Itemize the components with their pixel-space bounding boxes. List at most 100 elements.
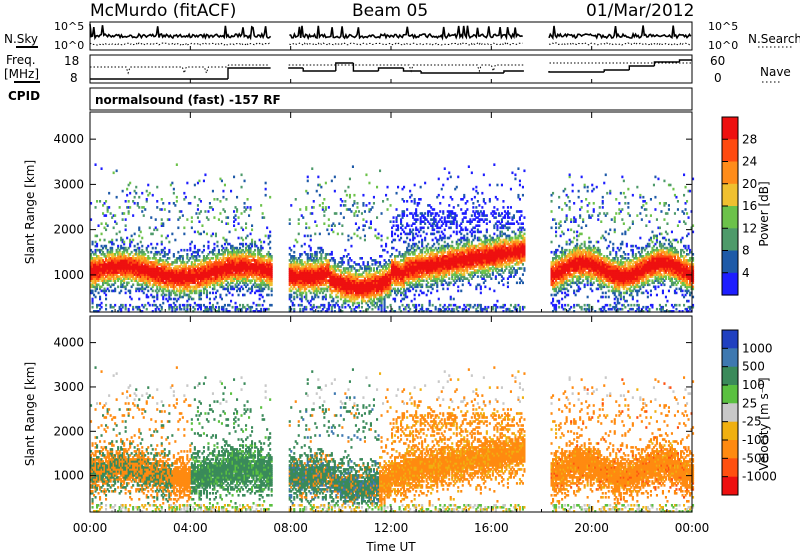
power-cell (344, 200, 346, 203)
power-cell (418, 304, 420, 307)
power-cell (146, 190, 148, 193)
power-cell (358, 227, 360, 230)
power-cell (186, 182, 188, 185)
power-cell (361, 306, 363, 309)
power-cell (176, 196, 178, 199)
power-cell (209, 298, 211, 301)
power-cell (225, 239, 227, 242)
power-cell (304, 235, 306, 238)
power-cell (346, 194, 348, 197)
power-cell (138, 306, 140, 309)
power-cell (350, 259, 352, 262)
power-cell (322, 202, 324, 205)
power-cell (149, 227, 151, 230)
power-cell (450, 282, 452, 285)
power-cell (319, 194, 321, 197)
power-cell (409, 308, 411, 311)
power-cell (149, 257, 151, 260)
power-cell (99, 200, 101, 203)
power-cell (117, 286, 119, 289)
power-cell (177, 227, 179, 230)
power-cell (203, 245, 205, 248)
power-cell (364, 224, 366, 227)
power-cell (232, 306, 234, 309)
power-cell (305, 206, 307, 209)
power-cell (356, 214, 358, 217)
power-cell (361, 212, 363, 215)
power-cell (359, 237, 361, 240)
power-cell (310, 292, 312, 295)
power-cell (307, 176, 309, 179)
power-cell (340, 204, 342, 207)
power-cell (444, 216, 446, 219)
power-cell (334, 190, 336, 193)
power-cell (203, 180, 205, 183)
power-cell (260, 308, 262, 311)
power-cell (400, 237, 402, 240)
power-cell (343, 255, 345, 258)
power-cell (387, 251, 389, 254)
power-cell (140, 241, 142, 244)
power-cell (347, 239, 349, 242)
power-cell (114, 214, 116, 217)
power-cell (269, 241, 271, 244)
power-cell (293, 251, 295, 254)
power-cell (373, 196, 375, 199)
power-cell (125, 224, 127, 227)
power-cell (244, 294, 246, 297)
power-cell (316, 224, 318, 227)
power-cell (92, 306, 94, 309)
power-cell (323, 198, 325, 201)
power-cell (207, 245, 209, 248)
power-cell (347, 253, 349, 256)
power-cell (409, 190, 411, 193)
power-cell (313, 206, 315, 209)
power-cell (444, 167, 446, 170)
power-cell (381, 245, 383, 248)
power-cell (247, 235, 249, 238)
power-cell (144, 253, 146, 256)
power-cell (105, 294, 107, 297)
power-cell (409, 239, 411, 242)
power-cell (126, 237, 128, 240)
power-cell (140, 231, 142, 234)
power-cell (387, 198, 389, 201)
power-cell (381, 235, 383, 238)
power-cell (432, 304, 434, 307)
power-cell (406, 208, 408, 211)
power-cell (368, 306, 370, 309)
power-cell (331, 180, 333, 183)
power-cell (403, 186, 405, 189)
power-cell (368, 182, 370, 185)
power-cell (438, 298, 440, 301)
power-cell (167, 235, 169, 238)
power-cell (233, 224, 235, 227)
power-cell (176, 306, 178, 309)
power-cell (113, 243, 115, 246)
power-cell (322, 206, 324, 209)
power-cell (406, 200, 408, 203)
power-cell (362, 194, 364, 197)
power-cell (96, 235, 98, 238)
power-cell (209, 292, 211, 295)
power-cell (438, 243, 440, 246)
power-cell (417, 214, 419, 217)
power-cell (213, 198, 215, 201)
power-cell (143, 292, 145, 295)
power-cell (242, 239, 244, 242)
power-cell (290, 294, 292, 297)
power-cell (450, 304, 452, 307)
power-cell (116, 196, 118, 199)
power-cell (439, 304, 441, 307)
rti-figure: McMurdo (fitACF) Beam 05 01/Mar/2012 N.S… (0, 0, 800, 554)
power-cell (168, 249, 170, 252)
power-cell (128, 200, 130, 203)
power-cell (370, 227, 372, 230)
power-cell (152, 290, 154, 293)
power-cell (227, 216, 229, 219)
power-cell (161, 306, 163, 309)
power-cell (442, 284, 444, 287)
power-cell (173, 253, 175, 256)
power-cell (125, 200, 127, 203)
power-cell (328, 218, 330, 221)
